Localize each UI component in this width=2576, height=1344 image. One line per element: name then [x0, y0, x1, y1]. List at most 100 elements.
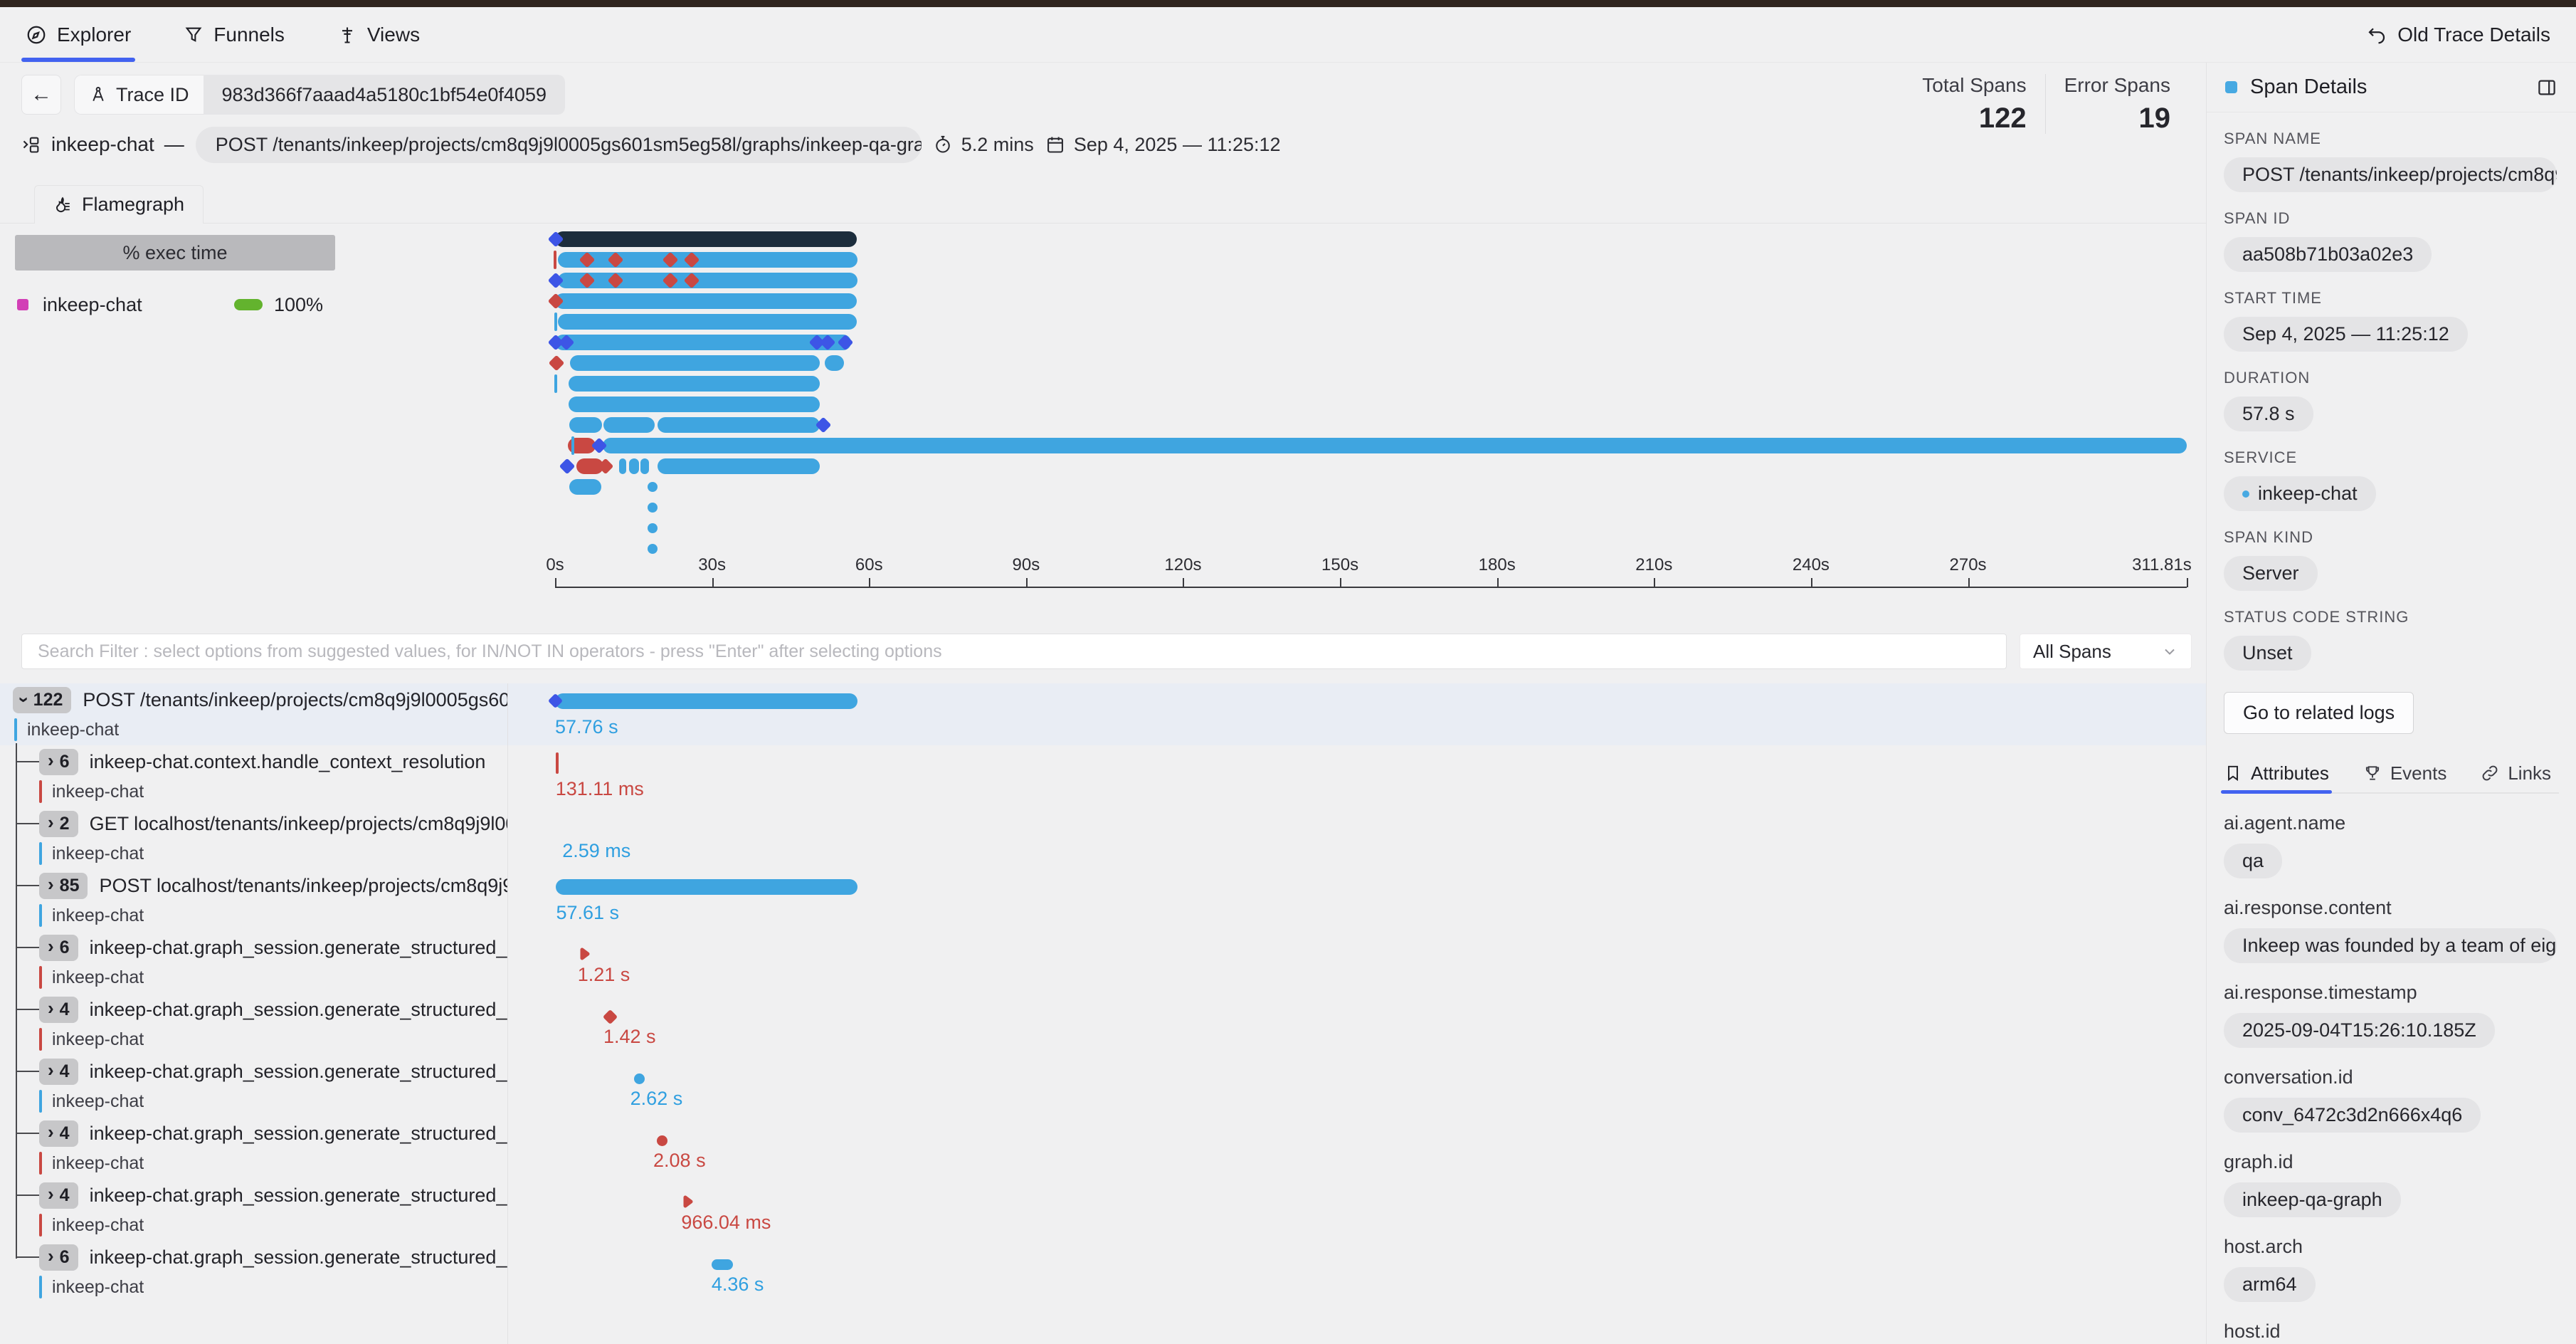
- go-to-related-logs-button[interactable]: Go to related logs: [2224, 692, 2414, 734]
- span-expand-badge[interactable]: › 6: [39, 1244, 78, 1271]
- span-tick-marker[interactable]: [571, 436, 574, 455]
- flamegraph-span-bar[interactable]: [640, 458, 649, 474]
- flamegraph-span-bar[interactable]: [558, 273, 858, 288]
- span-duration-cell[interactable]: 2.62 s: [507, 1055, 2206, 1117]
- flamegraph-row: [0, 332, 2206, 353]
- flamegraph-span-bar[interactable]: [603, 417, 655, 433]
- attr-value[interactable]: conv_6472c3d2n666x4q6: [2224, 1098, 2481, 1133]
- tab-links[interactable]: Links: [2481, 754, 2551, 792]
- span-tree-row[interactable]: › 4 inkeep-chat.graph_session.generate_str…: [0, 1055, 2206, 1117]
- attr-value[interactable]: inkeep-qa-graph: [2224, 1182, 2401, 1217]
- tab-explorer[interactable]: Explorer: [21, 7, 136, 62]
- tab-events[interactable]: Events: [2363, 754, 2446, 792]
- service-color-bar: [39, 842, 42, 865]
- span-diamond-marker[interactable]: [548, 355, 565, 372]
- span-tree-row[interactable]: › 4 inkeep-chat.graph_session.generate_str…: [0, 993, 2206, 1055]
- span-tree-row[interactable]: › 6 inkeep-chat.context.handle_context_res…: [0, 745, 2206, 807]
- flamegraph-span-bar[interactable]: [628, 458, 639, 474]
- flamegraph-span-bar[interactable]: [569, 479, 601, 495]
- field-value-duration[interactable]: 57.8 s: [2224, 397, 2313, 431]
- span-tree-row[interactable]: › 4 inkeep-chat.graph_session.generate_str…: [0, 1117, 2206, 1179]
- span-duration-cell[interactable]: 57.61 s: [507, 869, 2206, 931]
- flamegraph-span-bar[interactable]: [555, 335, 852, 350]
- span-dot-marker[interactable]: [647, 523, 658, 533]
- column-divider[interactable]: [507, 683, 508, 1344]
- span-scope-select[interactable]: All Spans: [2020, 634, 2192, 669]
- flamegraph-span-bar[interactable]: [569, 417, 603, 433]
- span-duration-cell[interactable]: 1.42 s: [507, 993, 2206, 1055]
- flamegraph-span-bar[interactable]: [569, 397, 820, 412]
- span-duration-cell[interactable]: 4.36 s: [507, 1241, 2206, 1303]
- duration-bar[interactable]: [556, 879, 858, 895]
- service-legend-row[interactable]: inkeep-chat 100%: [17, 292, 323, 317]
- back-button[interactable]: ←: [21, 75, 61, 115]
- span-expand-badge[interactable]: › 4: [39, 1120, 78, 1147]
- flamegraph-span-bar[interactable]: [555, 231, 857, 247]
- flamegraph-span-bar[interactable]: [824, 355, 844, 371]
- tab-flamegraph[interactable]: Flamegraph: [34, 185, 204, 224]
- span-expand-badge[interactable]: › 2: [39, 810, 78, 837]
- flamegraph-span-bar[interactable]: [567, 438, 596, 453]
- span-expand-badge[interactable]: › 4: [39, 996, 78, 1023]
- flamegraph-span-bar[interactable]: [558, 252, 858, 268]
- flamegraph-row: [0, 539, 2206, 560]
- flamegraph-span-bar[interactable]: [569, 376, 820, 392]
- span-tick-marker[interactable]: [554, 374, 558, 393]
- exec-time-header[interactable]: % exec time: [15, 235, 335, 271]
- field-value-start-time[interactable]: Sep 4, 2025 — 11:25:12: [2224, 317, 2468, 352]
- duration-bar[interactable]: [555, 693, 857, 709]
- flamegraph-span-bar[interactable]: [576, 458, 604, 474]
- span-tick-marker[interactable]: [554, 313, 557, 331]
- root-endpoint-pill[interactable]: POST /tenants/inkeep/projects/cm8q9j9l00…: [195, 126, 922, 163]
- search-filter-input[interactable]: [21, 634, 2007, 669]
- span-duration-cell[interactable]: 1.21 s: [507, 931, 2206, 993]
- tab-funnels[interactable]: Funnels: [184, 7, 285, 62]
- flamegraph-span-bar[interactable]: [555, 293, 857, 309]
- flamegraph-span-bar[interactable]: [618, 458, 626, 474]
- span-diamond-marker[interactable]: [559, 458, 576, 475]
- tab-views[interactable]: Views: [337, 7, 420, 62]
- attr-value[interactable]: 2025-09-04T15:26:10.185Z: [2224, 1013, 2495, 1048]
- attr-value[interactable]: arm64: [2224, 1267, 2316, 1302]
- flamegraph-span-bar[interactable]: [658, 417, 820, 433]
- span-tree-row[interactable]: › 122 POST /tenants/inkeep/projects/cm8q9j…: [0, 683, 2206, 745]
- flamegraph-span-bar[interactable]: [558, 314, 857, 330]
- field-value-status-code[interactable]: Unset: [2224, 636, 2311, 671]
- span-expand-badge[interactable]: › 4: [39, 1058, 78, 1085]
- span-expand-badge[interactable]: › 4: [39, 1182, 78, 1209]
- flamegraph-chart[interactable]: [0, 229, 2206, 564]
- span-dot-marker[interactable]: [647, 482, 658, 492]
- field-value-service[interactable]: inkeep-chat: [2224, 476, 2376, 511]
- flamegraph-span-bar[interactable]: [658, 458, 820, 474]
- panel-toggle-icon[interactable]: [2536, 77, 2557, 98]
- span-dot-marker[interactable]: [647, 503, 658, 513]
- span-tree-row[interactable]: › 4 inkeep-chat.graph_session.generate_str…: [0, 1179, 2206, 1241]
- span-tree-row[interactable]: › 6 inkeep-chat.graph_session.generate_str…: [0, 1241, 2206, 1303]
- span-expand-badge[interactable]: › 6: [39, 934, 78, 961]
- attr-value[interactable]: qa: [2224, 844, 2283, 878]
- duration-diamond: [602, 1009, 618, 1025]
- span-duration-cell[interactable]: 2.59 ms: [507, 807, 2206, 869]
- tab-attributes[interactable]: Attributes: [2221, 754, 2332, 794]
- trace-id-chip[interactable]: Trace ID 983d366f7aaad4a5180c1bf54e0f405…: [74, 75, 565, 115]
- span-tree-row[interactable]: › 2 GET localhost/tenants/inkeep/projects/…: [0, 807, 2206, 869]
- flamegraph-span-bar[interactable]: [569, 355, 820, 371]
- attr-value[interactable]: Inkeep was founded by a team of eigh...: [2224, 928, 2557, 963]
- span-duration-cell[interactable]: 2.08 s: [507, 1117, 2206, 1179]
- span-expand-badge[interactable]: › 122: [13, 686, 72, 713]
- field-value-span-name[interactable]: POST /tenants/inkeep/projects/cm8q9j...: [2224, 157, 2557, 192]
- flamegraph-span-bar[interactable]: [602, 438, 2187, 453]
- span-expand-badge[interactable]: › 85: [39, 872, 88, 899]
- span-tree-row[interactable]: › 6 inkeep-chat.graph_session.generate_str…: [0, 931, 2206, 993]
- span-duration-cell[interactable]: 966.04 ms: [507, 1179, 2206, 1241]
- span-service-line: inkeep-chat: [0, 840, 507, 867]
- span-expand-badge[interactable]: › 6: [39, 748, 78, 775]
- span-duration-cell[interactable]: 57.76 s: [507, 683, 2206, 745]
- span-tick-marker[interactable]: [554, 251, 556, 269]
- field-value-span-kind[interactable]: Server: [2224, 556, 2318, 591]
- span-duration-cell[interactable]: 131.11 ms: [507, 745, 2206, 807]
- span-tree-row[interactable]: › 85 POST localhost/tenants/inkeep/project…: [0, 869, 2206, 931]
- field-value-span-id[interactable]: aa508b71b03a02e3: [2224, 237, 2432, 272]
- span-dot-marker[interactable]: [647, 544, 658, 554]
- old-trace-details-link[interactable]: Old Trace Details: [2366, 23, 2550, 46]
